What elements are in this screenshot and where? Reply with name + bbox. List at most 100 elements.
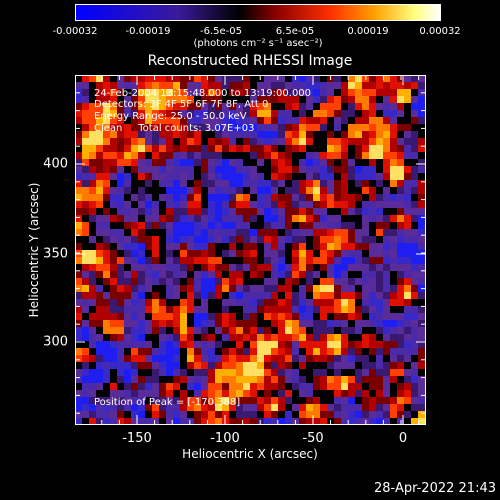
image-pixel (299, 369, 306, 376)
image-pixel (89, 187, 96, 194)
image-pixel (292, 278, 299, 285)
image-pixel (166, 145, 173, 152)
image-pixel (145, 236, 152, 243)
image-pixel (285, 264, 292, 271)
image-pixel (404, 278, 411, 285)
image-pixel (404, 159, 411, 166)
image-pixel (264, 320, 271, 327)
image-pixel (334, 250, 341, 257)
image-pixel (103, 194, 110, 201)
image-pixel (138, 292, 145, 299)
image-pixel (369, 390, 376, 397)
image-pixel (159, 362, 166, 369)
image-pixel (215, 208, 222, 215)
image-pixel (117, 390, 124, 397)
image-pixel (236, 320, 243, 327)
image-pixel (117, 236, 124, 243)
image-pixel (236, 355, 243, 362)
image-pixel (159, 173, 166, 180)
image-pixel (159, 348, 166, 355)
colorbar-tick-label: 6.5e-05 (275, 26, 315, 37)
image-pixel (187, 236, 194, 243)
image-pixel (264, 362, 271, 369)
image-pixel (229, 250, 236, 257)
image-pixel (390, 411, 397, 418)
image-pixel (271, 103, 278, 110)
image-pixel (124, 131, 131, 138)
image-pixel (173, 201, 180, 208)
image-pixel (96, 96, 103, 103)
image-pixel (292, 201, 299, 208)
image-pixel (166, 362, 173, 369)
image-pixel (271, 383, 278, 390)
image-pixel (124, 159, 131, 166)
image-pixel (285, 334, 292, 341)
image-pixel (341, 89, 348, 96)
image-pixel (243, 383, 250, 390)
image-pixel (222, 404, 229, 411)
image-pixel (313, 327, 320, 334)
image-pixel (390, 243, 397, 250)
image-pixel (145, 243, 152, 250)
image-pixel (390, 418, 397, 425)
image-pixel (187, 187, 194, 194)
image-pixel (117, 320, 124, 327)
image-pixel (229, 327, 236, 334)
image-pixel (201, 180, 208, 187)
image-pixel (383, 187, 390, 194)
image-pixel (285, 201, 292, 208)
image-pixel (173, 103, 180, 110)
image-pixel (369, 334, 376, 341)
image-pixel (362, 145, 369, 152)
image-pixel (369, 75, 376, 82)
image-pixel (334, 82, 341, 89)
image-pixel (299, 404, 306, 411)
image-pixel (96, 75, 103, 82)
image-pixel (173, 306, 180, 313)
image-pixel (187, 278, 194, 285)
image-pixel (299, 285, 306, 292)
image-pixel (334, 124, 341, 131)
image-pixel (131, 152, 138, 159)
colorbar-tick-label: -0.00032 (52, 26, 98, 37)
image-pixel (222, 215, 229, 222)
image-pixel (229, 411, 236, 418)
image-pixel (145, 194, 152, 201)
image-pixel (131, 243, 138, 250)
image-pixel (236, 131, 243, 138)
image-pixel (327, 82, 334, 89)
image-pixel (194, 159, 201, 166)
image-pixel (306, 320, 313, 327)
image-pixel (411, 355, 418, 362)
image-pixel (383, 292, 390, 299)
image-pixel (313, 264, 320, 271)
image-pixel (327, 89, 334, 96)
image-pixel (306, 397, 313, 404)
image-pixel (236, 75, 243, 82)
image-pixel (173, 187, 180, 194)
image-pixel (383, 117, 390, 124)
image-pixel (306, 376, 313, 383)
image-pixel (152, 229, 159, 236)
image-pixel (390, 194, 397, 201)
image-pixel (152, 285, 159, 292)
image-pixel (243, 166, 250, 173)
image-pixel (362, 271, 369, 278)
image-pixel (166, 159, 173, 166)
image-pixel (306, 271, 313, 278)
image-pixel (117, 404, 124, 411)
image-pixel (376, 390, 383, 397)
image-pixel (82, 138, 89, 145)
image-pixel (152, 201, 159, 208)
image-pixel (229, 159, 236, 166)
image-pixel (236, 313, 243, 320)
image-pixel (355, 271, 362, 278)
image-pixel (285, 376, 292, 383)
image-pixel (355, 201, 362, 208)
image-pixel (383, 89, 390, 96)
image-pixel (173, 327, 180, 334)
image-pixel (166, 250, 173, 257)
image-pixel (369, 208, 376, 215)
image-pixel (418, 383, 425, 390)
image-pixel (299, 418, 306, 425)
